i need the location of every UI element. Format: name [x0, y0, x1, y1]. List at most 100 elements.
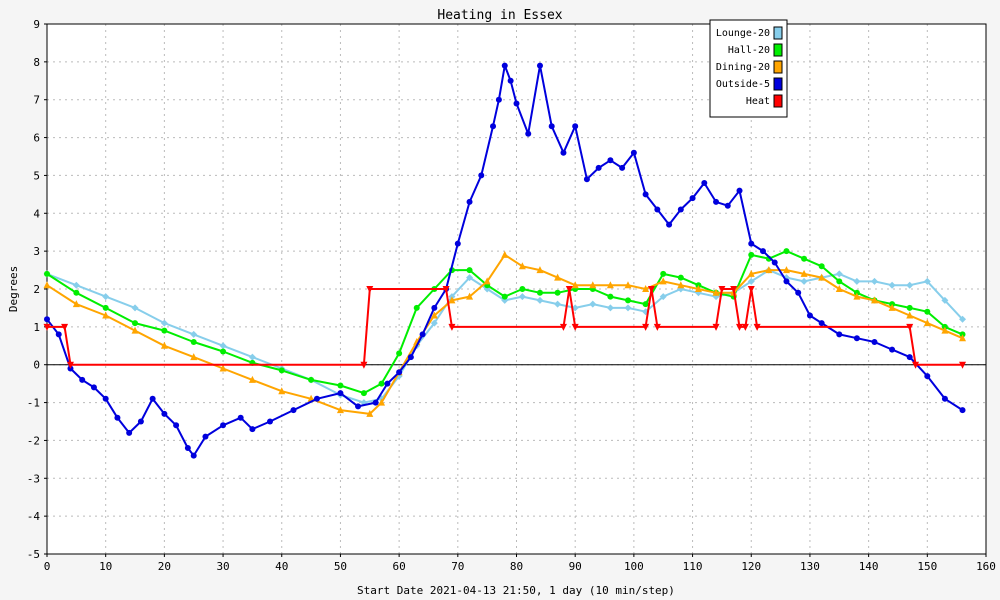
data-point-outside-5: [836, 331, 843, 338]
data-point-lounge-20: [624, 304, 632, 312]
data-point-outside-5: [184, 445, 191, 451]
data-point-outside-5: [906, 354, 913, 361]
x-tick-label: 120: [741, 560, 761, 573]
data-point-outside-5: [126, 429, 133, 436]
data-point-lounge-20: [870, 277, 878, 285]
data-point-outside-5: [595, 164, 602, 171]
data-point-outside-5: [44, 316, 50, 323]
data-point-outside-5: [55, 331, 62, 338]
data-point-outside-5: [795, 289, 802, 296]
data-point-heat: [43, 323, 51, 331]
data-point-dining-20: [43, 281, 51, 289]
x-axis-label: Start Date 2021-04-13 21:50, 1 day (10 m…: [357, 584, 675, 597]
data-point-lounge-20: [906, 281, 914, 289]
data-point-outside-5: [713, 198, 720, 205]
x-tick-label: 160: [976, 560, 996, 573]
data-point-heat: [736, 323, 744, 331]
data-point-outside-5: [419, 331, 426, 338]
y-tick-label: 7: [33, 94, 40, 107]
y-tick-label: 5: [33, 169, 40, 182]
data-point-outside-5: [220, 422, 227, 429]
y-tick-label: 3: [33, 245, 40, 258]
data-point-dining-20: [818, 273, 826, 281]
data-point-dining-20: [853, 292, 861, 300]
data-point-heat: [718, 286, 726, 293]
data-point-hall-20: [161, 327, 168, 334]
legend-swatch-lounge-20: [773, 26, 783, 40]
data-point-hall-20: [836, 278, 843, 285]
data-point-hall-20: [625, 297, 632, 304]
x-tick-label: 80: [510, 560, 523, 573]
data-point-dining-20: [278, 387, 286, 395]
data-point-hall-20: [220, 348, 227, 355]
data-point-hall-20: [278, 367, 285, 374]
y-tick-label: -2: [27, 434, 40, 447]
data-point-dining-20: [102, 311, 110, 319]
data-point-dining-20: [430, 311, 438, 319]
data-point-hall-20: [519, 286, 526, 292]
y-tick-label: 8: [33, 56, 40, 69]
data-point-heat: [730, 286, 738, 293]
data-point-hall-20: [73, 289, 80, 296]
data-point-heat: [565, 286, 573, 293]
data-point-dining-20: [747, 269, 755, 277]
data-point-outside-5: [466, 198, 473, 205]
data-point-lounge-20: [131, 304, 139, 312]
chart-title: Heating in Essex: [437, 8, 562, 23]
data-point-dining-20: [642, 285, 650, 292]
legend-label-hall-20: Hall-20: [728, 45, 770, 56]
data-point-hall-20: [818, 263, 825, 270]
x-tick-label: 0: [44, 560, 51, 573]
y-tick-label: 4: [33, 207, 40, 220]
data-point-outside-5: [79, 376, 86, 383]
data-point-outside-5: [513, 100, 520, 107]
data-point-outside-5: [431, 304, 438, 311]
data-point-heat: [906, 323, 914, 331]
data-point-outside-5: [190, 452, 197, 459]
data-point-dining-20: [366, 409, 374, 417]
data-point-outside-5: [736, 187, 743, 194]
data-point-hall-20: [308, 376, 315, 383]
data-point-hall-20: [924, 308, 931, 315]
x-tick-label: 130: [800, 560, 820, 573]
x-tick-label: 30: [216, 560, 229, 573]
legend-swatch-heat: [773, 94, 783, 108]
data-point-outside-5: [161, 410, 168, 417]
data-point-outside-5: [525, 130, 532, 137]
data-point-dining-20: [923, 319, 931, 327]
data-point-outside-5: [701, 180, 708, 186]
series-layer: [43, 62, 967, 459]
data-point-heat: [366, 286, 374, 293]
data-point-dining-20: [378, 398, 386, 406]
data-point-outside-5: [313, 395, 320, 402]
data-point-lounge-20: [72, 281, 80, 289]
data-point-hall-20: [748, 251, 755, 258]
data-point-outside-5: [237, 414, 244, 421]
data-point-lounge-20: [190, 330, 198, 338]
data-point-outside-5: [290, 407, 297, 414]
data-point-outside-5: [853, 335, 860, 342]
x-tick-label: 110: [683, 560, 703, 573]
data-point-dining-20: [589, 281, 597, 289]
data-point-outside-5: [724, 202, 731, 209]
data-point-lounge-20: [659, 293, 667, 301]
data-point-dining-20: [677, 281, 685, 289]
data-point-dining-20: [782, 266, 790, 274]
data-point-dining-20: [606, 281, 614, 289]
x-tick-label: 90: [569, 560, 582, 573]
data-point-outside-5: [90, 384, 97, 391]
data-point-outside-5: [507, 77, 514, 84]
data-point-outside-5: [818, 320, 825, 327]
data-point-dining-20: [448, 296, 456, 304]
data-point-hall-20: [360, 390, 367, 397]
data-point-heat: [559, 323, 567, 331]
x-tick-label: 50: [334, 560, 347, 573]
y-tick-label: -3: [27, 472, 40, 485]
y-axis-label: Degrees: [7, 266, 20, 312]
data-point-outside-5: [666, 221, 673, 228]
data-point-outside-5: [149, 395, 156, 402]
data-point-heat: [912, 361, 920, 369]
data-point-dining-20: [518, 262, 526, 270]
data-point-hall-20: [642, 301, 649, 308]
data-point-heat: [741, 323, 749, 331]
